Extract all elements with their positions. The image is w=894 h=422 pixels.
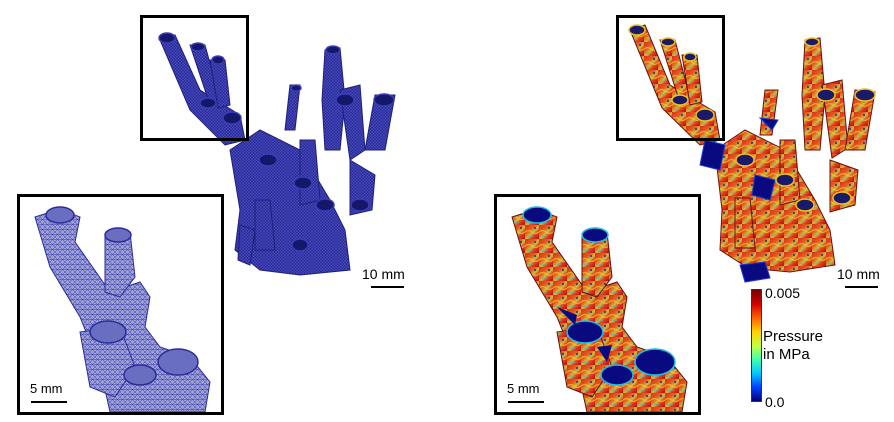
colorbar-min-label: 0.0	[765, 394, 785, 410]
pressure-colorbar	[751, 289, 762, 402]
right-zoom-region-box	[616, 15, 725, 141]
left-inset-mesh-detail	[34, 206, 211, 412]
right-main-scale-bar	[845, 286, 878, 288]
left-main-scale-label: 10 mm	[362, 266, 405, 282]
colorbar-title-line1: Pressure	[763, 328, 824, 345]
right-inset-scale-bar	[508, 401, 544, 403]
colorbar-max-label: 0.005	[765, 285, 801, 301]
right-inset-pressure-detail	[511, 206, 688, 412]
right-inset-panel	[494, 194, 701, 415]
left-inset-scale-bar	[31, 401, 67, 403]
colorbar-title-line2: in MPa	[763, 346, 810, 363]
right-coral-cups	[628, 24, 876, 212]
left-coral-cups	[158, 32, 395, 252]
right-main-scale-label: 10 mm	[837, 266, 880, 282]
left-inset-panel	[17, 194, 224, 415]
left-zoom-region-box	[140, 15, 249, 141]
right-inset-scale-label: 5 mm	[507, 381, 540, 396]
left-coral-mesh	[159, 34, 396, 276]
right-coral-low-pressure-regions	[699, 117, 779, 283]
left-main-scale-bar	[371, 286, 404, 288]
left-inset-scale-label: 5 mm	[30, 381, 63, 396]
